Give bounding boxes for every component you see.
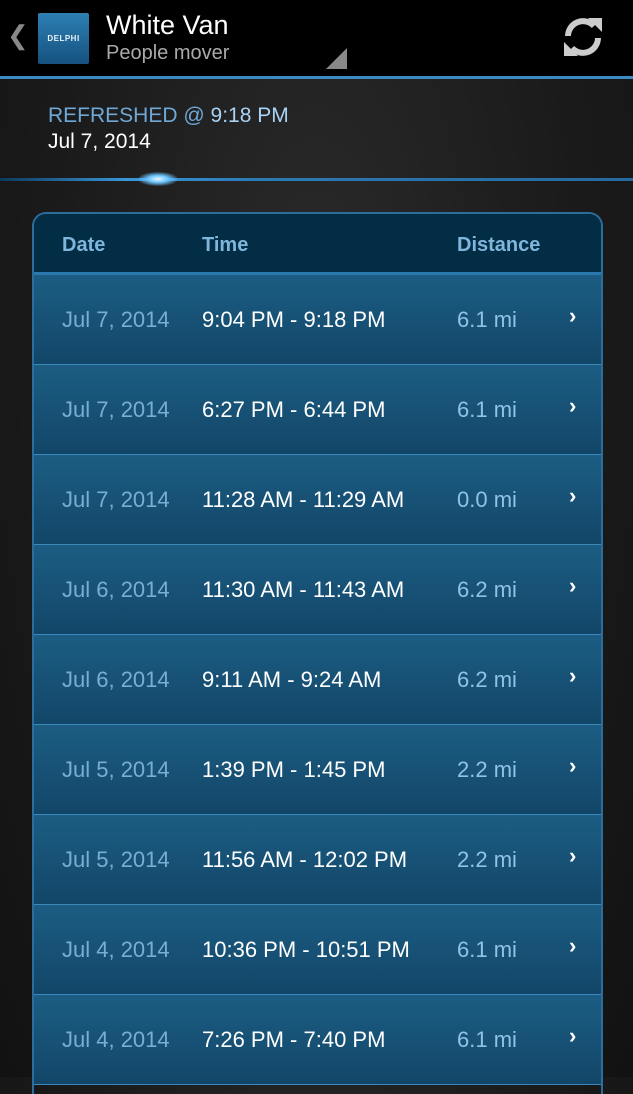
refresh-icon[interactable]	[560, 14, 606, 60]
column-header-time: Time	[202, 234, 249, 256]
trip-time: 11:30 AM - 11:43 AM	[202, 577, 405, 602]
trip-distance: 6.1 mi	[457, 397, 517, 422]
chevron-right-icon[interactable]: ›	[569, 843, 577, 868]
chevron-right-icon[interactable]: ›	[569, 933, 577, 958]
trip-time: 9:04 PM - 9:18 PM	[202, 307, 386, 332]
trip-distance: 6.2 mi	[457, 667, 517, 692]
trips-table: Date Time Distance Jul 7, 2014 9:04 PM - …	[32, 212, 603, 1094]
table-row[interactable]: Jul 7, 2014 9:04 PM - 9:18 PM 6.1 mi ›	[34, 275, 601, 365]
table-row[interactable]: Jul 7, 2014 6:27 PM - 6:44 PM 6.1 mi ›	[34, 365, 601, 455]
table-row[interactable]: Jul 5, 2014 1:39 PM - 1:45 PM 2.2 mi ›	[34, 725, 601, 815]
table-row[interactable]: Jul 4, 2014 7:26 PM - 7:40 PM 6.1 mi ›	[34, 995, 601, 1085]
table-row[interactable]: Jul 5, 2014 11:56 AM - 12:02 PM 2.2 mi ›	[34, 815, 601, 905]
trip-time: 6:27 PM - 6:44 PM	[202, 397, 386, 422]
table-row[interactable]: Jul 7, 2014 11:28 AM - 11:29 AM 0.0 mi ›	[34, 455, 601, 545]
trip-distance: 6.1 mi	[457, 307, 517, 332]
trip-date: Jul 4, 2014	[62, 937, 170, 962]
column-header-date: Date	[62, 234, 106, 256]
trip-time: 9:11 AM - 9:24 AM	[202, 667, 382, 692]
chevron-right-icon[interactable]: ›	[569, 753, 577, 778]
dropdown-indicator-icon[interactable]	[326, 48, 347, 69]
chevron-right-icon[interactable]: ›	[569, 1023, 577, 1048]
chevron-right-icon[interactable]: ›	[569, 573, 577, 598]
chevron-right-icon[interactable]: ›	[569, 483, 577, 508]
trip-date: Jul 7, 2014	[62, 487, 170, 512]
refreshed-label: REFRESHED @	[48, 104, 205, 127]
trip-time: 10:36 PM - 10:51 PM	[202, 937, 410, 962]
trip-distance: 6.2 mi	[457, 577, 517, 602]
logo-text: DELPHI	[47, 34, 80, 43]
trip-date: Jul 7, 2014	[62, 307, 170, 332]
trip-date: Jul 6, 2014	[62, 577, 170, 602]
refreshed-date: Jul 7, 2014	[48, 130, 151, 153]
trip-date: Jul 4, 2014	[62, 1027, 170, 1052]
table-row[interactable]: Jul 6, 2014 9:11 AM - 9:24 AM 6.2 mi ›	[34, 635, 601, 725]
chevron-right-icon[interactable]: ›	[569, 663, 577, 688]
trip-distance: 0.0 mi	[457, 487, 517, 512]
chevron-right-icon[interactable]: ›	[569, 393, 577, 418]
divider	[0, 178, 633, 181]
trip-time: 11:56 AM - 12:02 PM	[202, 847, 408, 872]
trip-time: 7:26 PM - 7:40 PM	[202, 1027, 386, 1052]
trip-time: 1:39 PM - 1:45 PM	[202, 757, 386, 782]
divider-glow	[138, 172, 178, 186]
trip-distance: 6.1 mi	[457, 1027, 517, 1052]
vehicle-subtitle[interactable]: People mover	[106, 42, 230, 64]
trip-date: Jul 5, 2014	[62, 847, 170, 872]
chevron-right-icon[interactable]: ›	[569, 303, 577, 328]
refreshed-status: REFRESHED @ 9:18 PM	[48, 104, 289, 128]
refreshed-time: 9:18 PM	[210, 104, 289, 127]
trip-date: Jul 5, 2014	[62, 757, 170, 782]
column-header-distance: Distance	[457, 234, 541, 256]
back-chevron-icon[interactable]: ❮	[7, 20, 29, 50]
table-row[interactable]: Jul 4, 2014 10:36 PM - 10:51 PM 6.1 mi ›	[34, 905, 601, 995]
vehicle-title[interactable]: White Van	[106, 10, 229, 40]
trip-distance: 2.2 mi	[457, 847, 517, 872]
delphi-logo[interactable]: DELPHI	[38, 13, 89, 64]
trip-date: Jul 6, 2014	[62, 667, 170, 692]
trip-date: Jul 7, 2014	[62, 397, 170, 422]
trip-distance: 2.2 mi	[457, 757, 517, 782]
table-header: Date Time Distance	[34, 214, 601, 275]
action-bar: ❮ DELPHI White Van People mover	[0, 0, 633, 79]
trip-time: 11:28 AM - 11:29 AM	[202, 487, 405, 512]
trip-distance: 6.1 mi	[457, 937, 517, 962]
table-row[interactable]: Jul 6, 2014 11:30 AM - 11:43 AM 6.2 mi ›	[34, 545, 601, 635]
